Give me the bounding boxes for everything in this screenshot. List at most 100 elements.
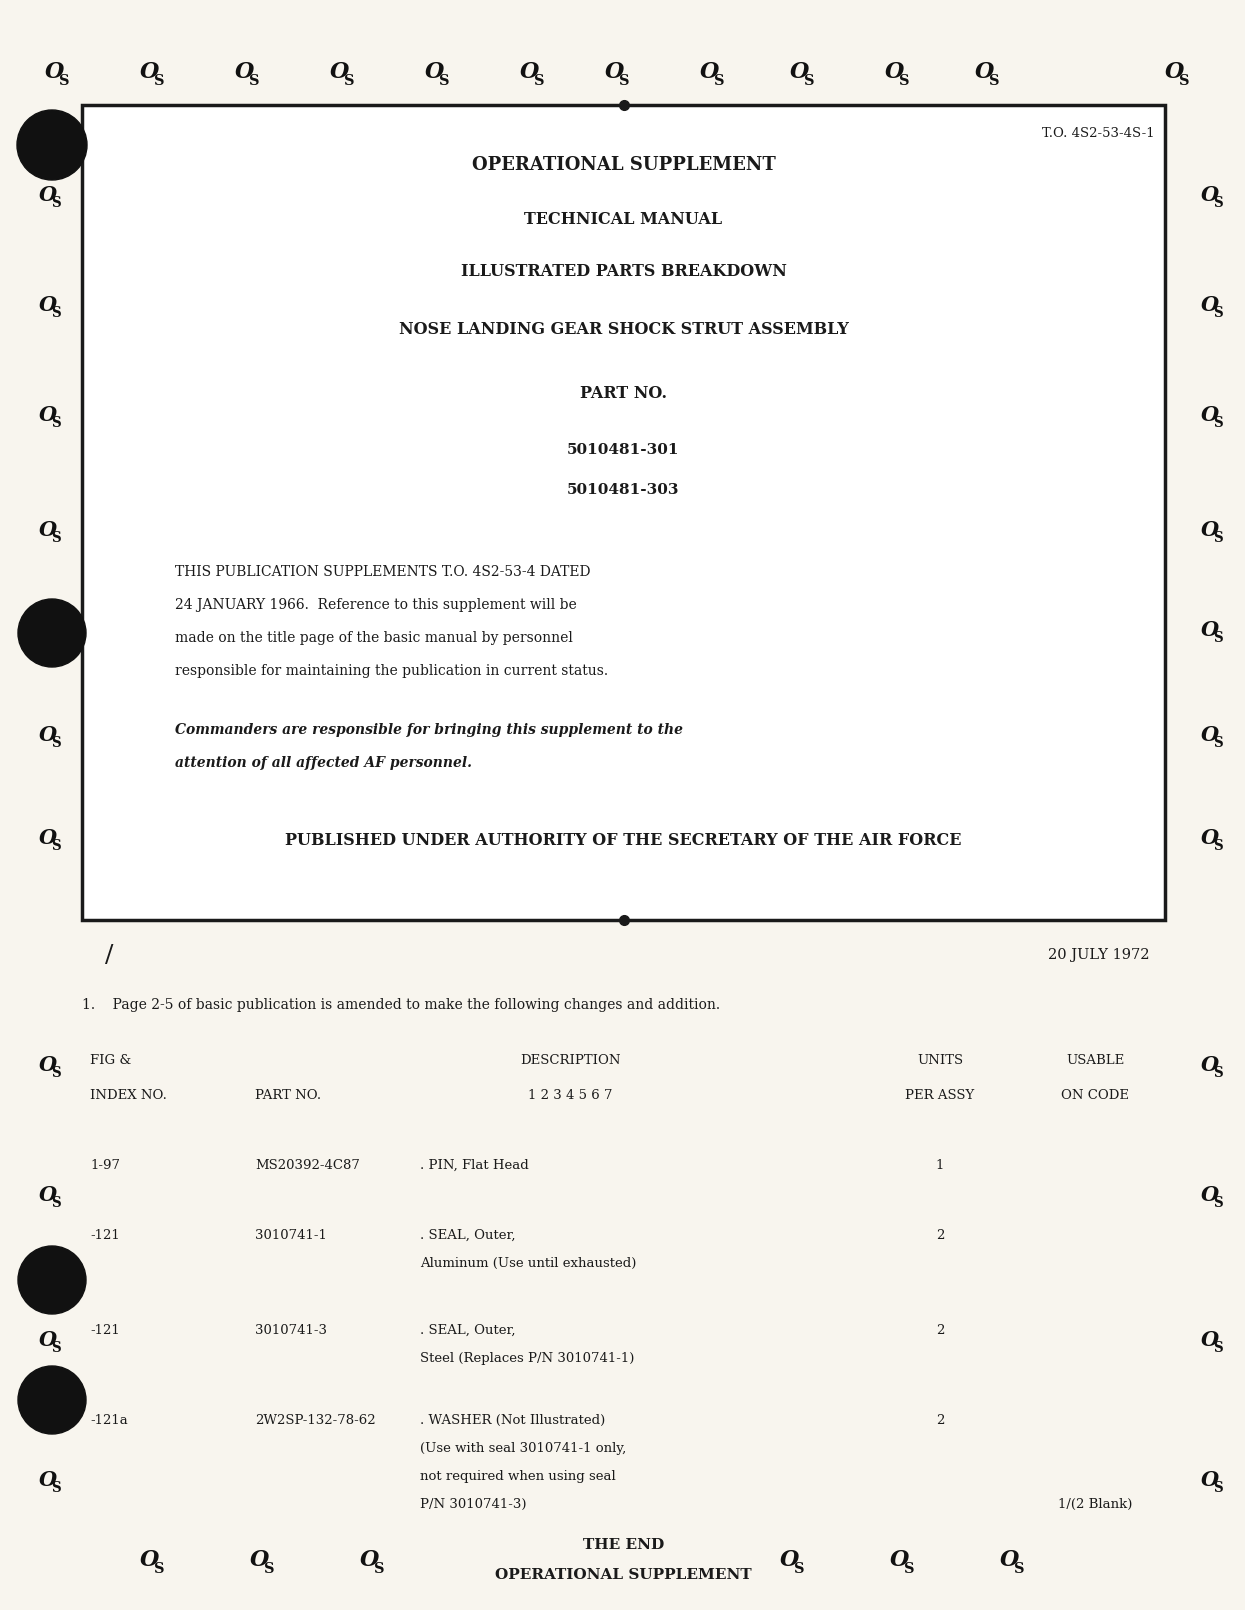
Text: O: O	[1201, 1330, 1219, 1351]
Text: O: O	[1201, 520, 1219, 539]
Text: 1 2 3 4 5 6 7: 1 2 3 4 5 6 7	[528, 1088, 613, 1101]
Text: S: S	[51, 531, 61, 546]
Text: O: O	[1165, 61, 1185, 84]
Text: O: O	[1201, 828, 1219, 848]
Text: O: O	[605, 61, 625, 84]
Text: S: S	[1214, 736, 1223, 750]
Text: OPERATIONAL SUPPLEMENT: OPERATIONAL SUPPLEMENT	[472, 156, 776, 174]
Text: O: O	[45, 61, 65, 84]
Circle shape	[17, 109, 87, 180]
Text: /: /	[105, 943, 113, 966]
Text: O: O	[39, 828, 57, 848]
Text: O: O	[39, 406, 57, 425]
Text: (Use with seal 3010741-1 only,: (Use with seal 3010741-1 only,	[420, 1441, 626, 1454]
Text: O: O	[1201, 406, 1219, 425]
Text: O: O	[781, 1549, 799, 1571]
Text: DESCRIPTION: DESCRIPTION	[519, 1053, 620, 1066]
Text: O: O	[1201, 1055, 1219, 1075]
Text: O: O	[39, 185, 57, 204]
Text: NOSE LANDING GEAR SHOCK STRUT ASSEMBLY: NOSE LANDING GEAR SHOCK STRUT ASSEMBLY	[398, 322, 848, 338]
Text: O: O	[360, 1549, 380, 1571]
Text: 3010741-1: 3010741-1	[255, 1228, 327, 1241]
Text: S: S	[1013, 1562, 1025, 1576]
Text: S: S	[51, 417, 61, 430]
Text: -121: -121	[90, 1323, 120, 1336]
Text: -121a: -121a	[90, 1414, 128, 1426]
Text: S: S	[803, 74, 814, 89]
Text: S: S	[1214, 417, 1223, 430]
Text: PART NO.: PART NO.	[255, 1088, 321, 1101]
Text: S: S	[51, 1481, 61, 1496]
Text: O: O	[975, 61, 995, 84]
Text: O: O	[330, 61, 350, 84]
Text: S: S	[713, 74, 725, 89]
Text: S: S	[51, 196, 61, 211]
Text: 2: 2	[936, 1323, 944, 1336]
Text: O: O	[1201, 724, 1219, 745]
Text: Steel (Replaces P/N 3010741-1): Steel (Replaces P/N 3010741-1)	[420, 1351, 635, 1365]
Text: 3010741-3: 3010741-3	[255, 1323, 327, 1336]
Text: O: O	[890, 1549, 910, 1571]
Text: S: S	[1214, 196, 1223, 211]
Text: O: O	[700, 61, 720, 84]
Circle shape	[17, 1365, 86, 1435]
Text: 1: 1	[936, 1159, 944, 1172]
Text: S: S	[619, 74, 629, 89]
Text: O: O	[39, 724, 57, 745]
Text: S: S	[51, 736, 61, 750]
Text: O: O	[39, 295, 57, 316]
Text: 1/(2 Blank): 1/(2 Blank)	[1058, 1497, 1132, 1510]
Text: ILLUSTRATED PARTS BREAKDOWN: ILLUSTRATED PARTS BREAKDOWN	[461, 264, 787, 280]
Text: S: S	[51, 839, 61, 853]
Text: O: O	[39, 1470, 57, 1489]
Text: S: S	[51, 306, 61, 320]
Text: 2: 2	[936, 1228, 944, 1241]
Text: S: S	[534, 74, 544, 89]
Text: THIS PUBLICATION SUPPLEMENTS T.O. 4S2-53-4 DATED: THIS PUBLICATION SUPPLEMENTS T.O. 4S2-53…	[176, 565, 590, 580]
Text: PER ASSY: PER ASSY	[905, 1088, 975, 1101]
Text: 5010481-303: 5010481-303	[568, 483, 680, 497]
Text: . SEAL, Outer,: . SEAL, Outer,	[420, 1323, 515, 1336]
Text: P/N 3010741-3): P/N 3010741-3)	[420, 1497, 527, 1510]
Text: O: O	[39, 1185, 57, 1204]
Text: O: O	[1201, 620, 1219, 641]
Text: S: S	[899, 74, 909, 89]
Text: . PIN, Flat Head: . PIN, Flat Head	[420, 1159, 529, 1172]
Text: S: S	[51, 1066, 61, 1080]
Text: S: S	[249, 74, 259, 89]
Text: S: S	[793, 1562, 804, 1576]
Text: O: O	[885, 61, 905, 84]
Text: S: S	[1214, 1481, 1223, 1496]
Text: 1-97: 1-97	[90, 1159, 120, 1172]
Text: not required when using seal: not required when using seal	[420, 1470, 616, 1483]
Text: T.O. 4S2-53-4S-1: T.O. 4S2-53-4S-1	[1042, 127, 1155, 140]
Text: S: S	[153, 1562, 164, 1576]
Text: O: O	[39, 1330, 57, 1351]
Text: PUBLISHED UNDER AUTHORITY OF THE SECRETARY OF THE AIR FORCE: PUBLISHED UNDER AUTHORITY OF THE SECRETA…	[285, 831, 961, 848]
Text: INDEX NO.: INDEX NO.	[90, 1088, 167, 1101]
Text: -121: -121	[90, 1228, 120, 1241]
Text: O: O	[250, 1549, 270, 1571]
Circle shape	[17, 1246, 86, 1314]
Text: S: S	[438, 74, 449, 89]
Text: S: S	[59, 74, 68, 89]
Text: made on the title page of the basic manual by personnel: made on the title page of the basic manu…	[176, 631, 573, 646]
Bar	[82, 105, 1165, 919]
Text: S: S	[1214, 631, 1223, 646]
Text: . WASHER (Not Illustrated): . WASHER (Not Illustrated)	[420, 1414, 605, 1426]
Text: S: S	[1214, 531, 1223, 546]
Text: S: S	[904, 1562, 914, 1576]
Text: OPERATIONAL SUPPLEMENT: OPERATIONAL SUPPLEMENT	[496, 1568, 752, 1583]
Text: O: O	[141, 61, 159, 84]
Text: ON CODE: ON CODE	[1061, 1088, 1129, 1101]
Text: S: S	[264, 1562, 274, 1576]
Text: S: S	[1179, 74, 1189, 89]
Text: S: S	[153, 74, 164, 89]
Text: S: S	[1214, 839, 1223, 853]
Text: O: O	[1201, 185, 1219, 204]
Text: O: O	[791, 61, 809, 84]
Text: S: S	[344, 74, 354, 89]
Text: S: S	[51, 631, 61, 646]
Text: FIG &: FIG &	[90, 1053, 131, 1066]
Text: O: O	[1201, 1470, 1219, 1489]
